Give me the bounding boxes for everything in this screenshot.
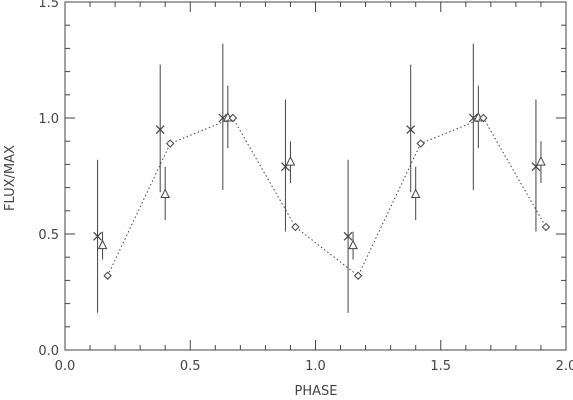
series-line-dotted [107, 117, 547, 277]
diamond-marker-point [416, 139, 425, 148]
x-marker-stroke [468, 113, 478, 123]
y-tick-label: 1.5 [38, 0, 59, 11]
diamond-marker-point [479, 113, 488, 123]
diamond-marker-point [103, 271, 112, 280]
diamond-marker-point [228, 113, 238, 123]
x-marker-stroke [155, 125, 165, 135]
diamond-marker-point [353, 271, 363, 280]
diamond-marker-point [291, 222, 300, 232]
triangle-marker-point [536, 155, 546, 166]
x-marker-point [155, 125, 165, 135]
x-marker-stroke [406, 125, 416, 135]
y-tick-label: 1.0 [38, 112, 59, 127]
x-tick-label: 1.5 [430, 359, 451, 374]
y-tick-label: 0.0 [38, 344, 59, 359]
x-marker-point [406, 125, 416, 135]
x-tick-label: 1.0 [305, 359, 326, 374]
triangle-marker-point [285, 155, 296, 166]
x-marker-stroke [93, 231, 102, 241]
plot-frame [64, 1, 567, 351]
y-tick-label: 0.5 [38, 228, 59, 243]
triangle-marker-point [410, 188, 421, 199]
triangle-marker-point [160, 188, 171, 199]
axes: 0.0 0.5 1.0 1.5 2.0 0.0 0.5 1.0 1.5 [38, 0, 573, 374]
x-marker-point [343, 231, 353, 241]
diamond-marker-point [166, 139, 175, 148]
x-axis-label: PHASE [295, 384, 338, 399]
plot-area [93, 43, 551, 313]
x-tick-label: 0.5 [180, 359, 201, 374]
diamond-marker-point [541, 222, 551, 232]
x-tick-label: 2.0 [556, 359, 573, 374]
triangle-marker-point [97, 239, 108, 250]
x-tick-label: 0.0 [55, 359, 76, 374]
y-axis-label: FLUX/MAX [3, 145, 18, 211]
x-marker-stroke [343, 231, 353, 241]
x-marker-point [93, 231, 102, 241]
triangle-marker-point [348, 239, 358, 250]
x-marker-stroke [218, 113, 228, 123]
